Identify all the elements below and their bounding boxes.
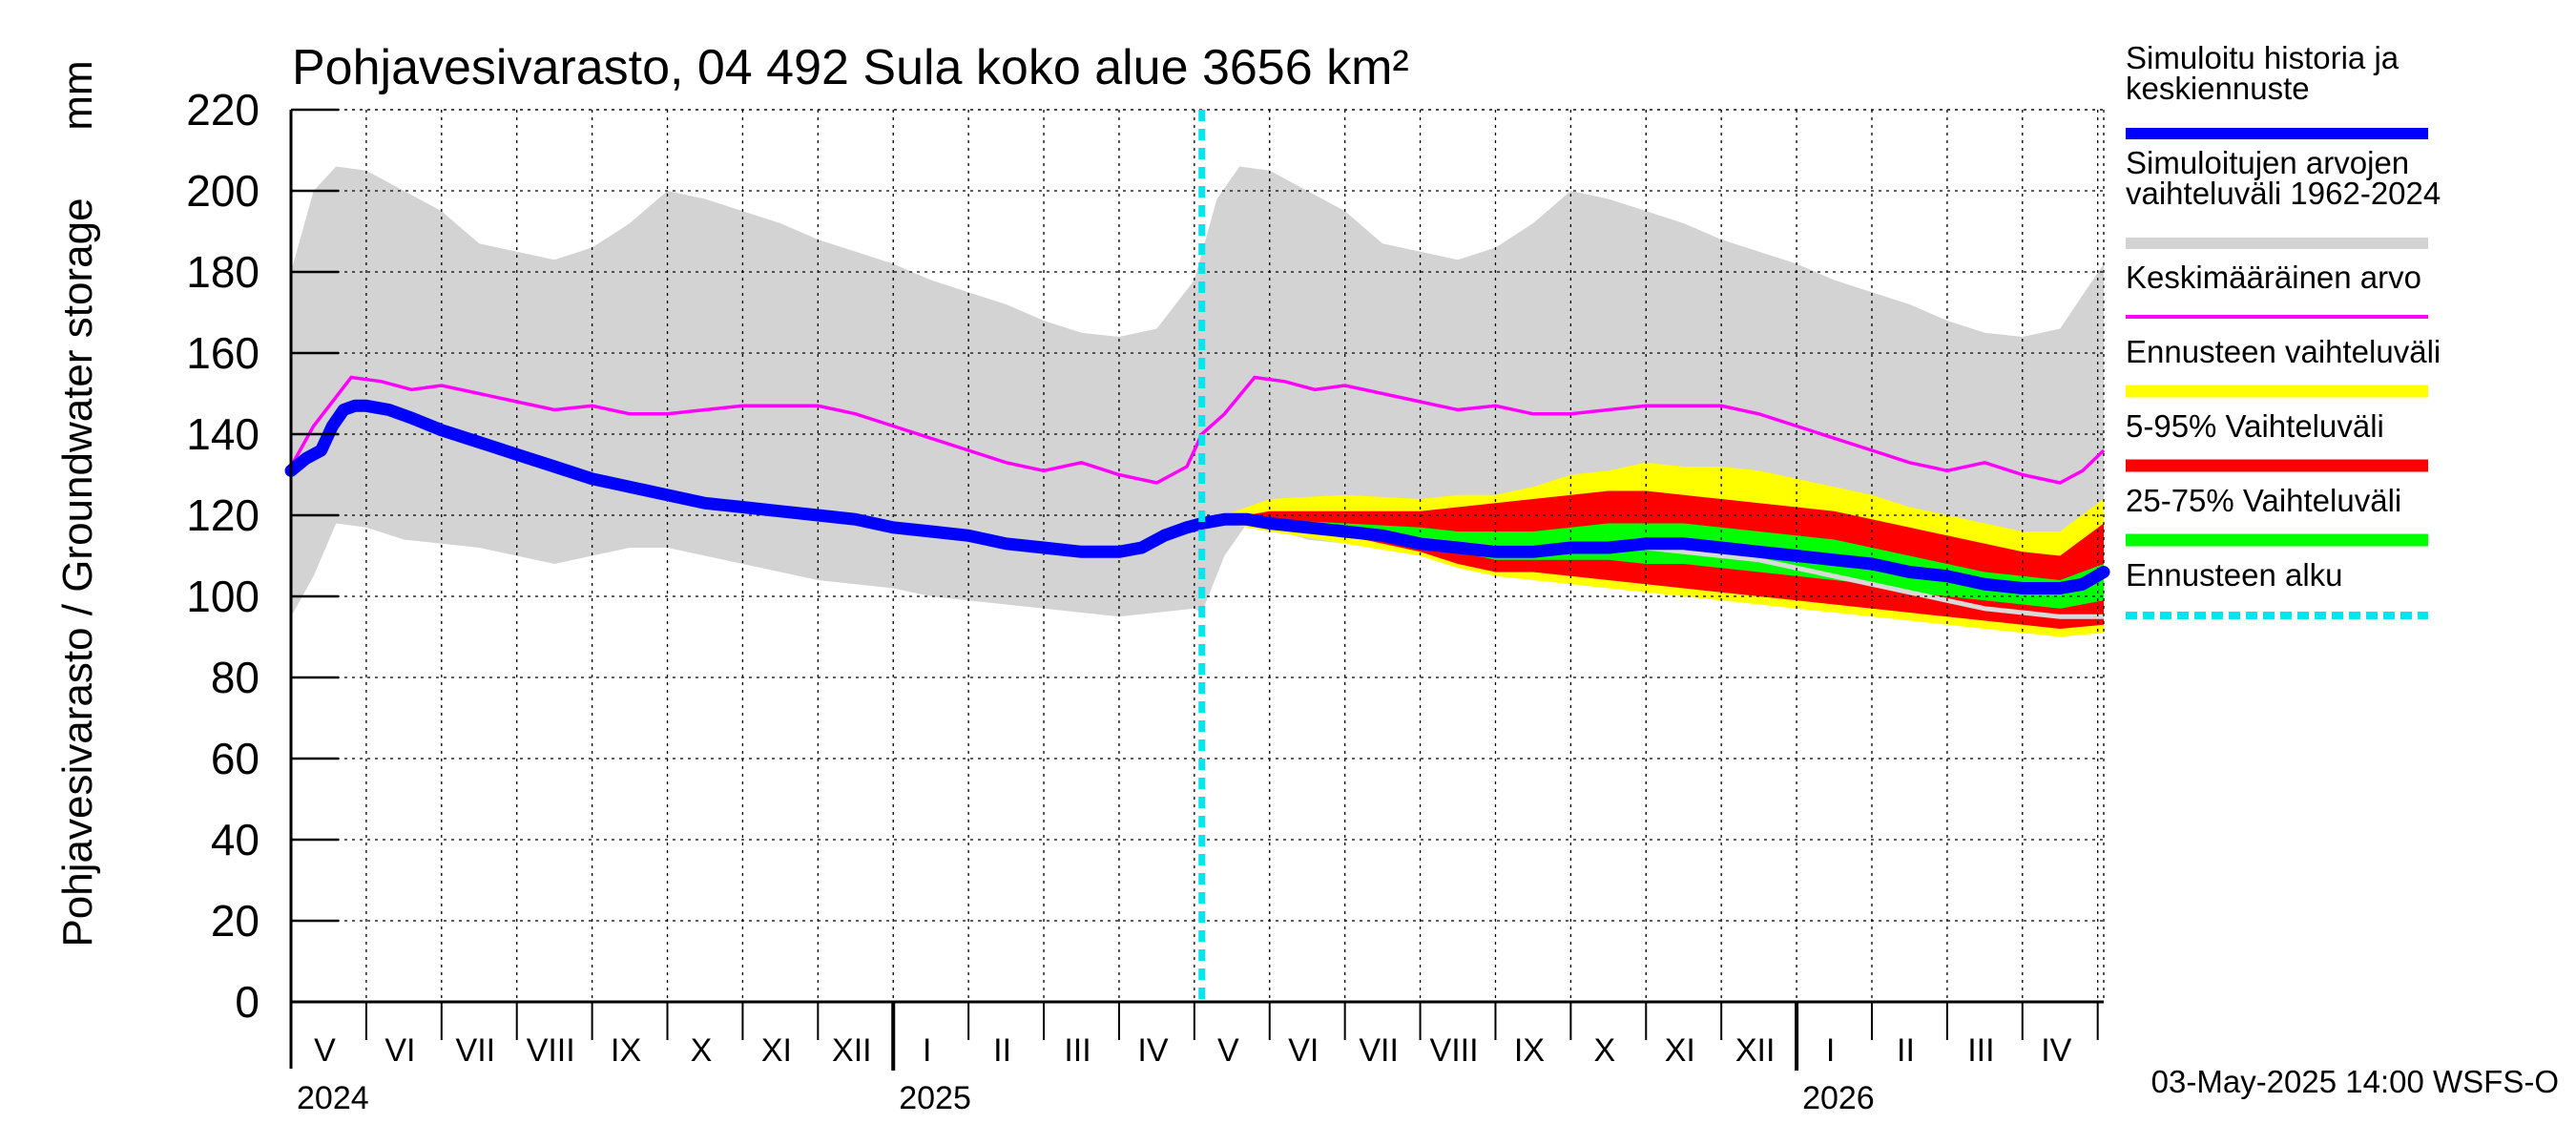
y-tick-label: 120 — [186, 490, 260, 540]
footer-timestamp: 03-May-2025 14:00 WSFS-O — [2151, 1064, 2559, 1099]
legend-label-fc_start: Ennusteen alku — [2126, 557, 2343, 593]
month-label: VI — [384, 1032, 415, 1069]
legend-label-p25_75: 25-75% Vaihteluväli — [2126, 483, 2401, 518]
y-tick-label: 40 — [211, 815, 260, 864]
month-label: II — [1897, 1032, 1915, 1069]
y-tick-label: 180 — [186, 247, 260, 297]
year-label: 2026 — [1802, 1080, 1875, 1116]
month-label: XII — [832, 1032, 872, 1069]
legend-label-mean: Keskimääräinen arvo — [2126, 260, 2421, 295]
legend-label-fc_range: Ennusteen vaihteluväli — [2126, 334, 2441, 369]
y-tick-label: 100 — [186, 572, 260, 621]
year-label: 2024 — [297, 1080, 369, 1116]
y-axis-label: Pohjavesivarasto / Groundwater storage — [54, 198, 101, 947]
y-tick-label: 60 — [211, 734, 260, 783]
month-label: X — [1594, 1032, 1616, 1069]
month-label: IX — [1514, 1032, 1545, 1069]
y-tick-label: 0 — [235, 977, 260, 1027]
month-label: I — [1826, 1032, 1835, 1069]
legend-label-range: Simuloitujen arvojen — [2126, 145, 2409, 180]
y-tick-label: 80 — [211, 653, 260, 702]
legend-label-sim: keskiennuste — [2126, 71, 2310, 106]
month-label: III — [1064, 1032, 1091, 1069]
y-tick-label: 140 — [186, 409, 260, 459]
legend-label-range: vaihteluväli 1962-2024 — [2126, 176, 2441, 211]
y-tick-label: 160 — [186, 328, 260, 378]
month-label: VII — [1359, 1032, 1399, 1069]
month-label: V — [314, 1032, 336, 1069]
y-axis-unit: mm — [54, 60, 101, 130]
year-label: 2025 — [899, 1080, 971, 1116]
month-label: III — [1967, 1032, 1994, 1069]
y-tick-label: 220 — [186, 85, 260, 135]
month-label: I — [923, 1032, 931, 1069]
month-label: VIII — [1430, 1032, 1479, 1069]
legend-label-p5_95: 5-95% Vaihteluväli — [2126, 408, 2384, 444]
series-lines — [284, 110, 2110, 1002]
month-label: VIII — [527, 1032, 575, 1069]
month-label: X — [691, 1032, 713, 1069]
month-label: IV — [2041, 1032, 2071, 1069]
month-label: IV — [1137, 1032, 1168, 1069]
month-label: II — [993, 1032, 1011, 1069]
month-label: XI — [761, 1032, 792, 1069]
legend-label-sim: Simuloitu historia ja — [2126, 40, 2399, 75]
month-label: V — [1217, 1032, 1239, 1069]
month-label: XI — [1665, 1032, 1695, 1069]
y-tick-label: 20 — [211, 896, 260, 946]
simulated-history-line — [284, 399, 2110, 594]
y-tick-label: 200 — [186, 166, 260, 216]
month-label: IX — [611, 1032, 641, 1069]
chart-title: Pohjavesivarasto, 04 492 Sula koko alue … — [292, 40, 1409, 95]
month-label: XII — [1735, 1032, 1776, 1069]
month-label: VII — [456, 1032, 496, 1069]
month-label: VI — [1288, 1032, 1319, 1069]
